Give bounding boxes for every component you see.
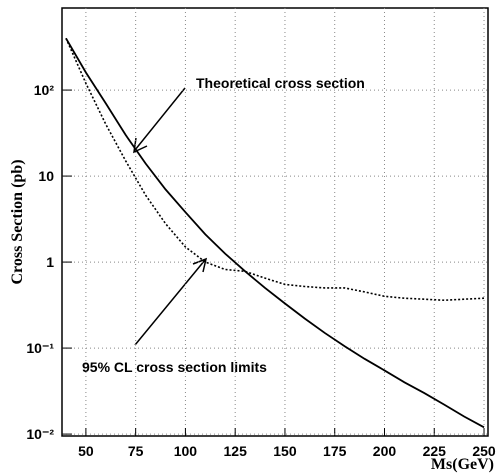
series-line [65,37,485,302]
arrows [133,87,208,346]
annotation: Theoretical cross section [196,75,365,91]
x-tick-label: 250 [472,443,496,459]
x-tick-label: 150 [273,443,297,459]
plot-frame [61,7,489,437]
y-axis-label: Cross Section (pb) [9,159,26,284]
x-tick-label: 75 [128,443,144,459]
x-tick-label: 50 [78,443,94,459]
x-tick-label: 225 [423,443,447,459]
y-tick-label: 10 [38,168,54,184]
annotation: 95% CL cross section limits [82,359,267,375]
series-line [65,37,485,429]
y-tick-label: 10² [34,82,55,98]
x-tick-label: 200 [373,443,397,459]
y-tick-label: 1 [46,254,54,270]
x-axis-label: Ms(GeV) [431,456,494,473]
y-tick-label: 10⁻² [26,426,54,442]
y-tick-label: 10⁻¹ [26,340,54,356]
x-tick-label: 125 [224,443,248,459]
x-tick-label: 175 [323,443,347,459]
x-tick-label: 100 [174,443,198,459]
